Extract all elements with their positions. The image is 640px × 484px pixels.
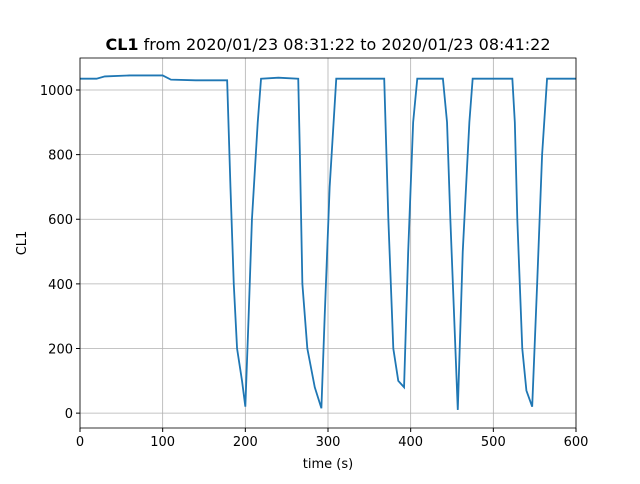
data-line (80, 74, 576, 410)
y-tick-label: 200 (48, 343, 73, 358)
y-tick-label: 0 (65, 407, 73, 422)
y-tick-label: 1000 (40, 84, 73, 99)
y-tick-label: 400 (48, 278, 73, 293)
x-tick-label: 300 (316, 435, 341, 450)
x-tick-label: 100 (150, 435, 175, 450)
x-tick-label: 0 (76, 435, 84, 450)
x-tick-label: 600 (564, 435, 589, 450)
plot-frame (79, 57, 577, 429)
x-tick-label: 400 (398, 435, 423, 450)
x-tick-label: 500 (481, 435, 506, 450)
y-axis-label: CL1 (15, 231, 30, 256)
y-tick-label: 600 (48, 213, 73, 228)
x-tick-label: 200 (233, 435, 258, 450)
x-axis-label: time (s) (303, 457, 353, 472)
y-tick-label: 800 (48, 149, 73, 164)
title-bold: CL1 (105, 35, 138, 54)
title-text: from 2020/01/23 08:31:22 to 2020/01/23 0… (144, 35, 551, 54)
chart-title: CL1 from 2020/01/23 08:31:22 to 2020/01/… (105, 35, 550, 54)
